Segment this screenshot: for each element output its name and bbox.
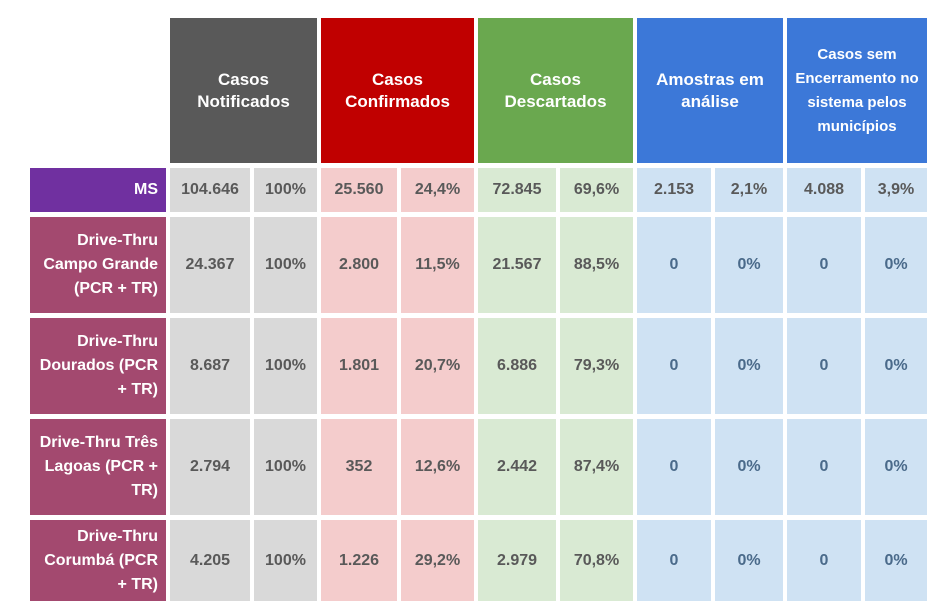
cell-sem-encerramento-count: 0 (787, 217, 861, 313)
cell-amostras-count: 2.153 (637, 168, 711, 212)
row-label: Drive-Thru Corumbá (PCR + TR) (30, 520, 166, 601)
cell-confirmados-pct: 12,6% (401, 419, 474, 515)
header-amostras-em-analise: Amostras em análise (637, 18, 783, 163)
cell-notificados-count: 8.687 (170, 318, 250, 414)
cell-confirmados-pct: 11,5% (401, 217, 474, 313)
cell-descartados-count: 2.979 (478, 520, 556, 601)
cell-sem-encerramento-count: 0 (787, 520, 861, 601)
cell-amostras-pct: 2,1% (715, 168, 783, 212)
header-casos-descartados: Casos Descartados (478, 18, 633, 163)
cell-confirmados-pct: 29,2% (401, 520, 474, 601)
header-casos-sem-encerramento: Casos sem Encerramento no sistema pelos … (787, 18, 927, 163)
cell-confirmados-pct: 24,4% (401, 168, 474, 212)
cell-sem-encerramento-pct: 0% (865, 318, 927, 414)
cases-table: Casos Notificados Casos Confirmados Caso… (30, 18, 927, 601)
cell-sem-encerramento-pct: 3,9% (865, 168, 927, 212)
cell-amostras-count: 0 (637, 318, 711, 414)
cell-descartados-pct: 70,8% (560, 520, 633, 601)
cell-notificados-pct: 100% (254, 318, 317, 414)
cell-sem-encerramento-pct: 0% (865, 217, 927, 313)
cell-amostras-pct: 0% (715, 419, 783, 515)
cell-amostras-count: 0 (637, 217, 711, 313)
cell-amostras-count: 0 (637, 419, 711, 515)
cell-notificados-pct: 100% (254, 419, 317, 515)
cell-descartados-count: 72.845 (478, 168, 556, 212)
cell-confirmados-count: 1.226 (321, 520, 397, 601)
cell-amostras-count: 0 (637, 520, 711, 601)
row-label: Drive-Thru Dourados (PCR + TR) (30, 318, 166, 414)
cell-confirmados-count: 1.801 (321, 318, 397, 414)
cell-sem-encerramento-pct: 0% (865, 520, 927, 601)
header-casos-confirmados: Casos Confirmados (321, 18, 474, 163)
cell-confirmados-count: 25.560 (321, 168, 397, 212)
row-label: Drive-Thru Campo Grande (PCR + TR) (30, 217, 166, 313)
cell-notificados-count: 24.367 (170, 217, 250, 313)
cell-descartados-pct: 79,3% (560, 318, 633, 414)
cell-descartados-count: 6.886 (478, 318, 556, 414)
corner-blank (30, 18, 166, 163)
cell-sem-encerramento-count: 0 (787, 419, 861, 515)
cell-notificados-count: 104.646 (170, 168, 250, 212)
cell-descartados-count: 21.567 (478, 217, 556, 313)
cell-notificados-count: 2.794 (170, 419, 250, 515)
cell-sem-encerramento-pct: 0% (865, 419, 927, 515)
cell-notificados-pct: 100% (254, 520, 317, 601)
cell-descartados-pct: 69,6% (560, 168, 633, 212)
row-label: Drive-Thru Três Lagoas (PCR + TR) (30, 419, 166, 515)
row-label: MS (30, 168, 166, 212)
cell-notificados-pct: 100% (254, 168, 317, 212)
cell-amostras-pct: 0% (715, 318, 783, 414)
cell-descartados-count: 2.442 (478, 419, 556, 515)
cell-amostras-pct: 0% (715, 520, 783, 601)
cell-confirmados-count: 352 (321, 419, 397, 515)
cell-sem-encerramento-count: 4.088 (787, 168, 861, 212)
cell-notificados-pct: 100% (254, 217, 317, 313)
cell-descartados-pct: 87,4% (560, 419, 633, 515)
cell-sem-encerramento-count: 0 (787, 318, 861, 414)
cell-notificados-count: 4.205 (170, 520, 250, 601)
cell-confirmados-count: 2.800 (321, 217, 397, 313)
cell-confirmados-pct: 20,7% (401, 318, 474, 414)
header-casos-notificados: Casos Notificados (170, 18, 317, 163)
cell-descartados-pct: 88,5% (560, 217, 633, 313)
cell-amostras-pct: 0% (715, 217, 783, 313)
